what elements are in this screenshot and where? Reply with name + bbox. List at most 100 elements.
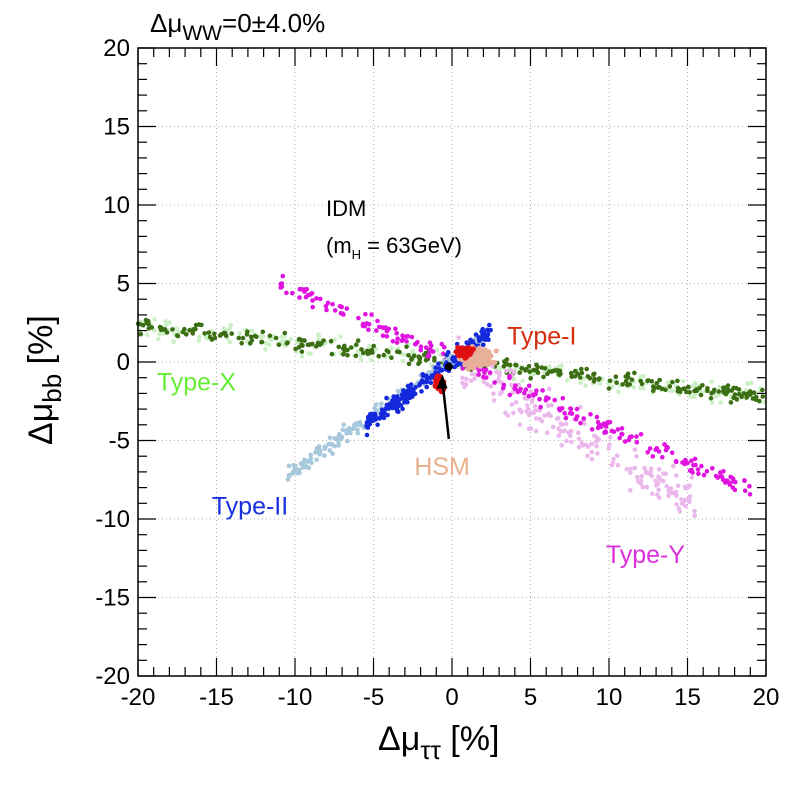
data-point	[484, 382, 490, 387]
data-point	[163, 322, 169, 328]
data-point	[455, 350, 461, 356]
data-point	[642, 465, 647, 471]
data-point	[654, 381, 660, 386]
data-point	[481, 342, 486, 348]
data-point	[696, 471, 701, 477]
data-point	[290, 290, 295, 296]
data-point	[574, 414, 580, 419]
data-point	[697, 385, 702, 391]
data-point	[400, 395, 405, 401]
data-point	[401, 352, 407, 358]
data-point	[674, 459, 679, 465]
data-point	[410, 391, 415, 396]
grid-lines	[138, 48, 766, 676]
arrow-head	[436, 374, 448, 389]
data-point	[663, 387, 668, 393]
data-point	[634, 454, 639, 459]
data-point	[606, 386, 612, 391]
data-point	[286, 463, 292, 469]
data-point	[539, 418, 545, 424]
legend-label: Type-II	[212, 492, 288, 520]
data-point	[306, 465, 312, 471]
data-point	[157, 332, 162, 337]
data-point	[249, 328, 255, 334]
data-point	[190, 331, 196, 336]
series-type-i	[453, 344, 476, 361]
data-point	[690, 470, 695, 475]
data-point	[397, 402, 403, 408]
data-point	[534, 362, 539, 368]
data-point	[442, 345, 447, 350]
data-point	[273, 335, 279, 341]
data-point	[381, 415, 387, 421]
data-point	[644, 484, 650, 490]
data-point	[450, 355, 456, 360]
data-point	[559, 406, 565, 411]
data-point	[538, 404, 543, 410]
data-point	[545, 371, 550, 377]
data-point	[144, 332, 150, 338]
data-point	[670, 379, 675, 385]
data-point	[674, 473, 679, 478]
data-point	[329, 441, 335, 447]
data-point	[491, 398, 497, 403]
data-point	[308, 456, 314, 461]
data-point	[496, 373, 502, 378]
data-point	[460, 347, 466, 353]
data-point	[743, 387, 749, 393]
data-point	[695, 467, 701, 472]
data-point	[728, 400, 734, 405]
data-point	[360, 323, 366, 329]
data-point	[428, 343, 434, 348]
data-point	[523, 367, 528, 373]
data-point	[314, 457, 319, 463]
data-point	[681, 386, 686, 392]
data-point	[297, 295, 302, 300]
data-points	[135, 273, 767, 519]
data-point	[634, 439, 640, 445]
data-point	[406, 353, 411, 358]
data-point	[355, 338, 361, 343]
data-point	[464, 376, 469, 382]
data-point	[655, 492, 660, 498]
data-point	[720, 477, 726, 483]
data-point	[422, 352, 427, 358]
data-point	[471, 363, 477, 369]
data-point	[316, 337, 321, 342]
data-point	[668, 486, 674, 491]
data-point	[568, 370, 574, 376]
data-point	[338, 334, 343, 339]
data-point	[405, 393, 411, 399]
data-point	[552, 397, 557, 403]
data-point	[176, 329, 182, 335]
data-point	[424, 379, 430, 385]
data-point	[691, 462, 696, 468]
data-point	[374, 402, 379, 407]
data-point	[372, 411, 378, 417]
data-point	[747, 483, 752, 489]
data-point	[436, 361, 441, 367]
data-point	[641, 386, 646, 391]
data-point	[522, 395, 528, 401]
data-point	[305, 342, 311, 348]
data-point	[417, 355, 423, 360]
data-point	[747, 492, 753, 497]
data-point	[372, 405, 377, 411]
data-point	[487, 328, 493, 333]
data-point	[731, 478, 736, 483]
data-point	[682, 497, 688, 503]
data-point	[140, 322, 146, 328]
data-point	[717, 385, 722, 390]
data-point	[725, 387, 731, 393]
data-point	[352, 422, 358, 427]
data-point	[675, 388, 681, 394]
data-point	[682, 461, 687, 467]
data-point	[325, 300, 331, 306]
x-tick-label: 0	[445, 684, 458, 711]
series-idm	[444, 362, 453, 371]
data-point	[513, 383, 518, 388]
data-point	[608, 435, 613, 440]
data-point	[591, 379, 597, 384]
data-point	[639, 473, 645, 479]
data-point	[578, 420, 583, 426]
